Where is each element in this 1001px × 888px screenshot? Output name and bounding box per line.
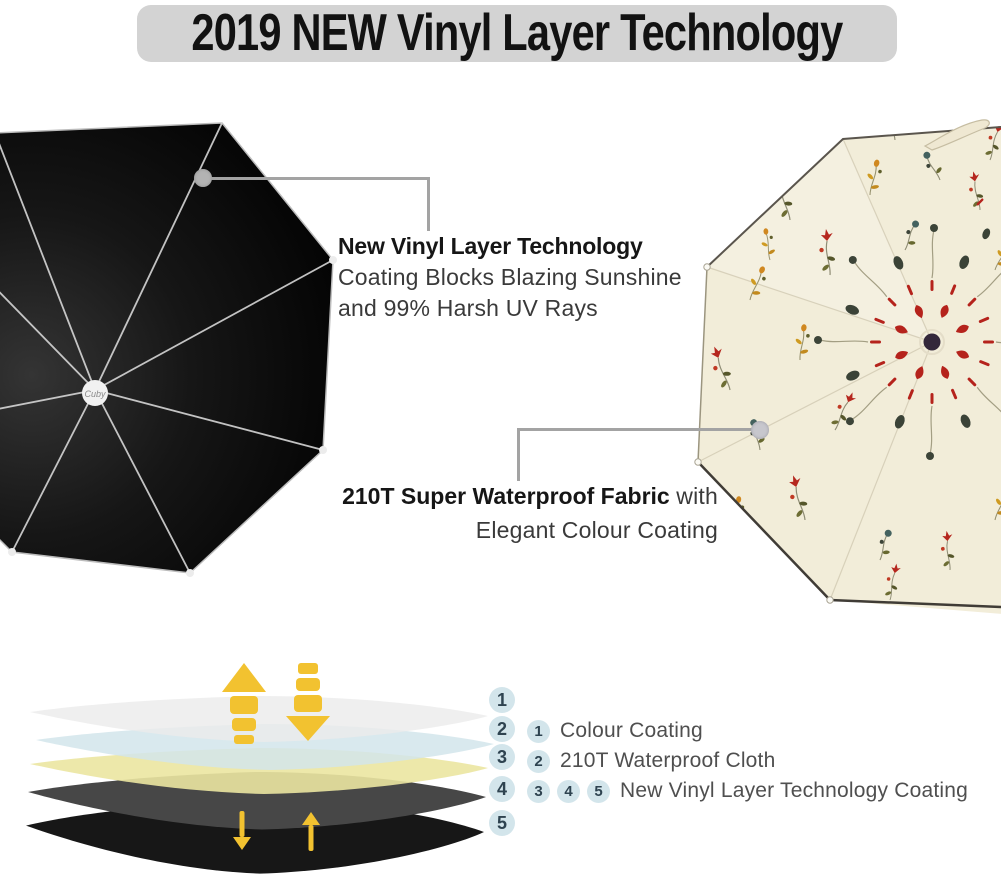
vinyl-leader-line-v (427, 177, 430, 231)
legend-label: New Vinyl Layer Technology Coating (620, 779, 969, 802)
brand-logo-patch (82, 380, 108, 406)
fabric-leader-line-v (517, 428, 520, 481)
legend-row: 2 210T Waterproof Cloth (527, 749, 968, 773)
layer-badge-2: 2 (489, 716, 515, 742)
legend-row: 3 4 5 New Vinyl Layer Technology Coating (527, 779, 968, 803)
legend-number-badge: 3 (527, 779, 550, 803)
legend-number-badge: 1 (527, 719, 550, 743)
fabric-callout-line1: 210T Super Waterproof Fabric with (298, 481, 718, 515)
rib-tips (8, 256, 337, 577)
fabric-leader-dot (751, 421, 769, 439)
title-banner: 2019 NEW Vinyl Layer Technology (137, 5, 897, 62)
floral-umbrella-image (694, 119, 1001, 614)
legend-number-badge: 5 (587, 779, 610, 803)
layer-badge-3: 3 (489, 744, 515, 770)
fabric-callout-regular: with (669, 483, 718, 509)
fabric-leader-line-h (517, 428, 760, 431)
vinyl-leader-dot (194, 169, 212, 187)
vinyl-callout: New Vinyl Layer Technology Coating Block… (338, 231, 698, 324)
black-canopy (0, 122, 334, 574)
small-down-arrow-icon (233, 811, 251, 850)
layer-diagram (26, 663, 494, 874)
vinyl-callout-line2: and 99% Harsh UV Rays (338, 295, 598, 321)
rib-tips (694, 263, 834, 604)
up-arrow-icon (222, 663, 266, 744)
page-title: 2019 NEW Vinyl Layer Technology (191, 4, 843, 62)
fabric-callout-bold: 210T Super Waterproof Fabric (342, 483, 670, 509)
small-up-arrow-icon (302, 812, 320, 851)
center-mandala (813, 223, 1001, 461)
vinyl-leader-line-h (203, 177, 430, 180)
down-arrow-icon (286, 663, 330, 741)
floral-pattern (698, 125, 1001, 602)
legend-label: Colour Coating (560, 719, 703, 742)
legend-number-badge: 2 (527, 749, 550, 773)
layer-badge-1: 1 (489, 687, 515, 713)
fabric-callout: 210T Super Waterproof Fabric with Elegan… (298, 481, 718, 546)
layer-badge-5: 5 (489, 810, 515, 836)
layer-badge-4: 4 (489, 776, 515, 802)
legend-label: 210T Waterproof Cloth (560, 749, 776, 772)
vinyl-callout-heading: New Vinyl Layer Technology (338, 233, 643, 259)
floral-canopy (698, 126, 1001, 614)
legend-row: 1 Colour Coating (527, 719, 968, 743)
diagram-arrows (222, 663, 330, 851)
legend: 1 Colour Coating 2 210T Waterproof Cloth 3 4 5… (527, 719, 968, 803)
black-umbrella-ribs (0, 122, 334, 574)
fabric-callout-line2: Elegant Colour Coating (475, 517, 718, 543)
legend-number-badge: 4 (557, 779, 580, 803)
strap-tab (923, 119, 990, 151)
vinyl-callout-line1: Coating Blocks Blazing Sunshine (338, 264, 682, 290)
black-umbrella-image: Cuby (0, 122, 337, 577)
brand-logo-text: Cuby (84, 389, 106, 399)
